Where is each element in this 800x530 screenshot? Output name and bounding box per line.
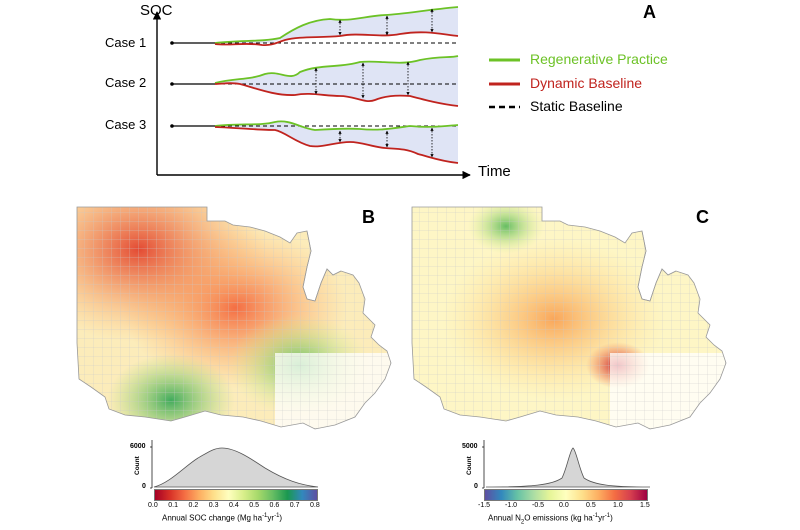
case-3-dynamic-line bbox=[214, 126, 459, 164]
n2o-colorbar-tick-label: 0.5 bbox=[586, 502, 596, 509]
n2o-title-sup2: -1 bbox=[604, 513, 611, 519]
case-1-start-dot bbox=[170, 41, 174, 45]
n2o-title-sup1: -1 bbox=[592, 513, 599, 519]
n2o-title-main: Annual N bbox=[488, 513, 521, 523]
x-axis-label-time: Time bbox=[478, 163, 511, 180]
soc-title-mid: yr bbox=[267, 513, 275, 523]
soc-colorbar-tick-label: 0.7 bbox=[289, 502, 300, 509]
soc-colorbar-tick-label: 0.4 bbox=[229, 502, 239, 509]
soc-histogram-ymax: 6000 bbox=[130, 443, 146, 450]
legend-label-regenerative: Regenerative Practice bbox=[530, 51, 668, 67]
soc-title-sup2: -1 bbox=[274, 513, 280, 519]
case-1-regenerative-line bbox=[214, 6, 459, 44]
n2o-histogram-ymin: 0 bbox=[474, 483, 478, 490]
panel-letter-c: C bbox=[696, 207, 709, 227]
n2o-title-mid2: yr bbox=[598, 513, 605, 523]
soc-colorbar-tick-label: 0.1 bbox=[168, 502, 178, 509]
case-1-dynamic-line bbox=[214, 31, 459, 47]
soc-title-sup1: -1 bbox=[262, 513, 268, 519]
n2o-colorbar-ticks: -1.5 -1.0 -0.5 0.0 0.5 1.0 1.5 bbox=[478, 502, 650, 512]
soc-colorbar-tick-label: 0.3 bbox=[208, 502, 219, 509]
soc-colorbar bbox=[154, 489, 318, 501]
case-2-dynamic-line bbox=[214, 82, 459, 107]
case-3-label: Case 3 bbox=[105, 117, 147, 132]
case-3-regenerative-line bbox=[214, 120, 459, 131]
n2o-colorbar-tick-label: -0.5 bbox=[532, 502, 545, 509]
y-axis-label-soc: SOC bbox=[140, 2, 173, 19]
soc-schematic bbox=[152, 6, 520, 180]
case-2-start-dot bbox=[170, 82, 174, 86]
n2o-histogram-count-label: Count bbox=[466, 456, 473, 475]
n2o-colorbar-tick-label: 1.5 bbox=[640, 502, 650, 509]
panel-letter-b: B bbox=[362, 207, 375, 227]
soc-colorbar-tick-label: 0.0 bbox=[148, 502, 158, 509]
soc-change-map bbox=[76, 206, 392, 430]
case-1-fill bbox=[215, 7, 458, 44]
n2o-colorbar-tick-label: 0.0 bbox=[559, 502, 569, 509]
soc-colorbar-tick-label: 0.5 bbox=[249, 502, 259, 509]
case-2-regenerative-line bbox=[214, 55, 459, 84]
case-3-fill bbox=[215, 121, 458, 163]
soc-colorbar-tick-label: 0.2 bbox=[188, 502, 199, 509]
soc-histogram-ymin: 0 bbox=[142, 483, 146, 490]
soc-title-end: ) bbox=[279, 513, 283, 523]
n2o-colorbar-title: Annual N2O emissions (kg ha-1yr-1) bbox=[488, 513, 613, 525]
soc-colorbar-ticks: 0.0 0.1 0.2 0.3 0.4 0.5 0.6 0.7 0.8 bbox=[148, 502, 320, 512]
soc-histogram-count-label: Count bbox=[134, 456, 141, 475]
legend-label-static: Static Baseline bbox=[530, 98, 623, 114]
case-2-label: Case 2 bbox=[105, 75, 147, 90]
n2o-title-end: ) bbox=[610, 513, 613, 523]
soc-colorbar-tick-label: 0.8 bbox=[310, 502, 320, 509]
n2o-histogram bbox=[482, 440, 651, 489]
n2o-colorbar-tick-label: -1.0 bbox=[505, 502, 518, 509]
n2o-colorbar-tick-label: 1.0 bbox=[613, 502, 623, 509]
soc-colorbar-title: Annual SOC change (Mg ha-1yr-1) bbox=[162, 513, 282, 523]
soc-density-curve bbox=[153, 447, 319, 488]
n2o-colorbar-tick-label: -1.5 bbox=[478, 502, 491, 509]
n2o-colorbar bbox=[484, 489, 648, 501]
soc-title-main: Annual SOC change (Mg ha bbox=[162, 513, 263, 523]
soc-colorbar-tick-label: 0.6 bbox=[269, 502, 280, 509]
case-1-label: Case 1 bbox=[105, 35, 147, 50]
n2o-title-mid: O emissions (kg ha bbox=[524, 513, 593, 523]
n2o-title-sub: 2 bbox=[520, 519, 525, 526]
panel-letter-a: A bbox=[643, 2, 656, 22]
n2o-histogram-ymax: 5000 bbox=[462, 443, 478, 450]
legend-label-dynamic: Dynamic Baseline bbox=[530, 75, 643, 91]
case-3-start-dot bbox=[170, 124, 174, 128]
soc-histogram bbox=[150, 440, 319, 489]
n2o-emissions-map bbox=[411, 206, 727, 430]
n2o-density-curve bbox=[485, 447, 651, 488]
